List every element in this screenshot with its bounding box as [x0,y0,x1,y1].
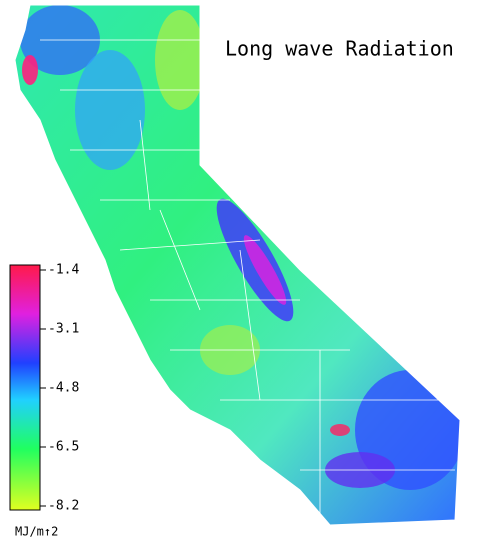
california-map [14,4,461,526]
title: Long wave Radiation [225,37,454,61]
colorbar-tick-label: -6.5 [48,440,79,455]
colorbar-tick-label: -1.4 [48,263,79,278]
colorbar-unit: MJ/m↑2 [15,525,58,539]
colorbar-tick-label: -8.2 [48,499,79,514]
county-lines [40,39,460,520]
colorbar-tick-label: -4.8 [48,381,79,396]
colorbar [9,264,41,511]
colorbar-tick-label: -3.1 [48,322,79,337]
